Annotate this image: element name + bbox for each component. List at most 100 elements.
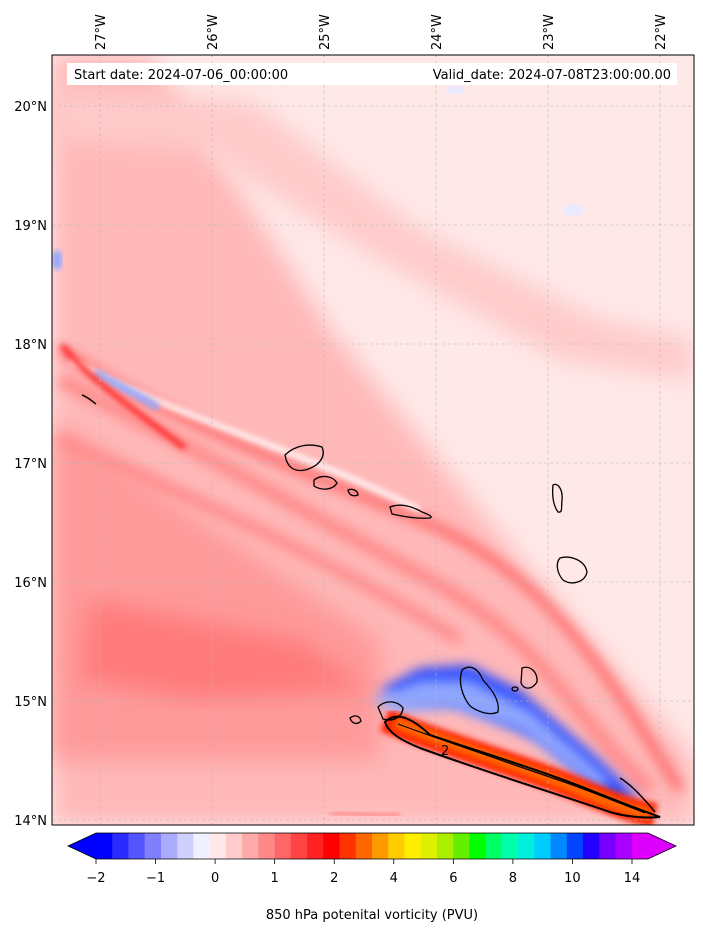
colorbar-cell [258, 833, 276, 859]
colorbar-cell [339, 833, 357, 859]
pv-streak-north [52, 90, 694, 380]
pv-contour-nw [81, 394, 97, 405]
colorbar-cell [501, 833, 519, 859]
colorbar-cell [550, 833, 568, 859]
island-maio [520, 666, 538, 689]
colorbar-cells [96, 833, 649, 859]
colorbar-cell [615, 833, 633, 859]
colorbar-tick-label: 10 [564, 871, 581, 886]
colorbar-cell [485, 833, 503, 859]
pv-low-band-south [329, 809, 401, 818]
colorbar-cell [128, 833, 146, 859]
colorbar-cell [144, 833, 162, 859]
colorbar: −2 −1 0 1 2 4 6 8 10 14 850 hPa potenital vortici… [67, 832, 677, 923]
colorbar-cell [177, 833, 194, 859]
pv-region-core [80, 600, 370, 700]
pv-field [52, 55, 694, 825]
pv-positive-nw [59, 343, 187, 451]
colorbar-tick-label: 4 [390, 871, 398, 886]
colorbar-tick-label: 6 [449, 871, 457, 886]
pv-contour-band [383, 715, 661, 819]
start-date-text: Start date: 2024-07-06_00:00:00 [74, 68, 288, 83]
colorbar-cell [566, 833, 584, 859]
colorbar-cell [242, 833, 259, 859]
colorbar-cell [599, 833, 617, 859]
colorbar-cell [518, 833, 535, 859]
pv-filament-3 [57, 434, 464, 646]
colorbar-cell [209, 833, 227, 859]
colorbar-cell [323, 833, 341, 859]
contour-label: 2 [441, 744, 449, 759]
island-rombos [511, 686, 519, 692]
colorbar-min-arrow [68, 833, 96, 859]
colorbar-cell [469, 833, 487, 859]
colorbar-cell [372, 833, 389, 859]
lat-tick-label: 18°N [14, 338, 47, 353]
lon-tick-label: 27°W [94, 14, 109, 50]
lat-tick-label: 20°N [14, 100, 47, 115]
colorbar-cell [160, 833, 178, 859]
lon-tick-label: 23°W [542, 14, 557, 50]
colorbar-label: 850 hPa potenital vorticity (PVU) [266, 908, 478, 923]
island-sal [552, 483, 563, 513]
lat-tick-label: 15°N [14, 695, 47, 710]
colorbar-cell [420, 833, 438, 859]
colorbar-tick-label: 8 [509, 871, 517, 886]
island-brava [349, 715, 362, 725]
pv-patch-ne-2 [445, 86, 465, 94]
lat-tick-label: 14°N [14, 814, 47, 829]
colorbar-cell [355, 833, 373, 859]
pv-contour-inner [397, 723, 646, 814]
colorbar-tick-label: 2 [330, 871, 338, 886]
gridlines [52, 55, 694, 825]
island-boa-vista [556, 556, 588, 584]
island-sao-vicente [313, 475, 338, 490]
colorbar-cell [436, 833, 454, 859]
island-sao-nicolau [389, 504, 432, 519]
pv-patch-west [52, 250, 62, 270]
lon-tick-label: 26°W [206, 14, 221, 50]
island-santiago [459, 666, 499, 715]
lon-tick-label: 24°W [430, 14, 445, 50]
pv-patch-ne-1 [563, 204, 583, 216]
valid-date-text: Valid_date: 2024-07-08T23:00:00.00 [433, 68, 671, 83]
colorbar-cell [388, 833, 405, 859]
colorbar-cell [307, 833, 324, 859]
colorbar-tick-label: 14 [624, 871, 641, 886]
pv-negative-south-light [370, 680, 610, 790]
colorbar-ticks: −2 −1 0 1 2 4 6 8 10 14 [86, 859, 640, 886]
colorbar-cell [631, 833, 649, 859]
colorbar-cell [274, 833, 292, 859]
colorbar-tick-label: 0 [211, 871, 219, 886]
colorbar-max-arrow [648, 833, 676, 859]
coastlines [81, 394, 661, 819]
map-panel: 2 Start date: 2024-07-06_00:00:00 Valid_… [14, 14, 695, 829]
lat-tick-label: 16°N [14, 576, 47, 591]
colorbar-cell [96, 833, 113, 859]
colorbar-tick-label: −1 [146, 871, 165, 886]
colorbar-cell [583, 833, 600, 859]
longitude-labels: 27°W 26°W 25°W 24°W 23°W 22°W [94, 14, 669, 50]
map-frame [51, 54, 695, 826]
colorbar-cell [193, 833, 211, 859]
lat-tick-label: 19°N [14, 219, 47, 234]
colorbar-cell [112, 833, 129, 859]
pv-contour-ne [619, 777, 656, 813]
colorbar-cell [225, 833, 243, 859]
island-santo-antao [284, 444, 324, 472]
colorbar-cell [534, 833, 552, 859]
lon-tick-label: 25°W [318, 14, 333, 50]
island-santa-luzia [347, 488, 359, 497]
pv-negative-nw [93, 369, 161, 411]
colorbar-cell [453, 833, 470, 859]
lat-tick-label: 17°N [14, 457, 47, 472]
latitude-labels: 20°N 19°N 18°N 17°N 16°N 15°N 14°N [14, 100, 47, 829]
colorbar-cell [290, 833, 308, 859]
colorbar-tick-label: 1 [271, 871, 279, 886]
lon-tick-label: 22°W [654, 14, 669, 50]
header-box [67, 63, 677, 85]
pv-filament-1 [57, 345, 685, 793]
colorbar-tick-label: −2 [86, 871, 105, 886]
colorbar-cell [404, 833, 422, 859]
